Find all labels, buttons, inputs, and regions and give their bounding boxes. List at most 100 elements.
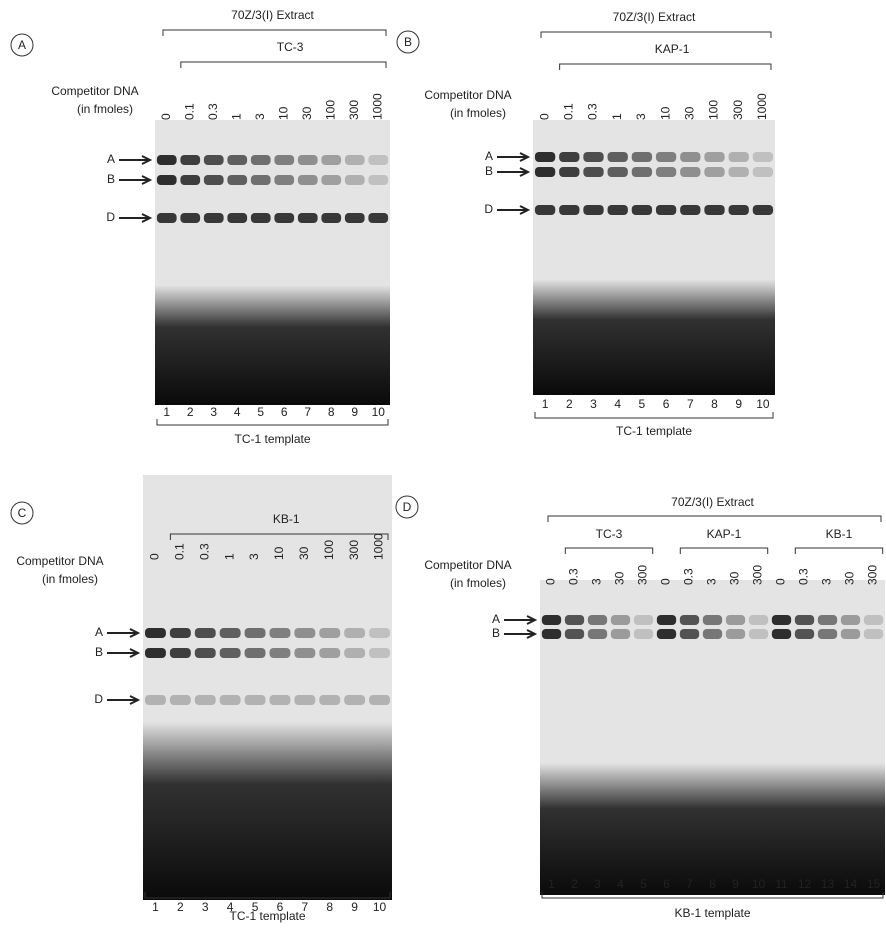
lane-number: 1 (163, 405, 170, 419)
gel-band (583, 152, 603, 162)
free-probe (533, 280, 775, 396)
band-arrow (504, 616, 535, 624)
lane-number: 10 (373, 900, 387, 914)
amount-label: 1 (222, 553, 236, 560)
gel-band (369, 695, 390, 705)
lane-number: 10 (372, 405, 386, 419)
gel-band (298, 155, 318, 165)
gel-band (294, 628, 315, 638)
lane-number: 6 (663, 877, 670, 891)
gel-band (227, 155, 247, 165)
gel-band (157, 155, 177, 165)
figure: A 70Z/3(I) Extract Competitor DNA (in fmole… (0, 0, 886, 928)
gel-band (369, 628, 390, 638)
competitor-name: TC-3 (277, 40, 304, 54)
gel-band (565, 629, 584, 639)
gel-band (753, 152, 773, 162)
bracket (157, 419, 388, 425)
competitor-name: KB-1 (826, 527, 853, 541)
gel-band (657, 629, 676, 639)
competitor-name: KB-1 (273, 512, 300, 526)
lane-number: 2 (177, 900, 184, 914)
gel-band (703, 629, 722, 639)
amount-label: 1 (229, 113, 243, 120)
gel-band (204, 155, 224, 165)
panel-letter: B (404, 35, 412, 49)
gel-band (274, 213, 294, 223)
bracket (535, 412, 773, 418)
gel-band (344, 695, 365, 705)
gel-band (321, 175, 341, 185)
amount-label: 300 (731, 100, 745, 120)
gel-band (170, 695, 191, 705)
gel-band (864, 615, 883, 625)
amount-label: 0.3 (197, 543, 211, 560)
gel (143, 475, 392, 900)
gel-band (772, 615, 791, 625)
amount-label: 100 (323, 100, 337, 120)
lane-number: 5 (639, 397, 646, 411)
competitor-label: Competitor DNA (424, 88, 511, 102)
amount-label: 30 (297, 546, 311, 560)
free-probe (155, 285, 390, 405)
amount-label: 3 (590, 578, 604, 585)
amount-label: 0.3 (567, 568, 581, 585)
gel-band (269, 695, 290, 705)
gel-band (170, 648, 191, 658)
band-arrow (504, 630, 535, 638)
lane-number: 3 (590, 397, 597, 411)
amount-label: 30 (728, 571, 742, 585)
gel-band (251, 155, 271, 165)
competitor-name: KAP-1 (655, 42, 690, 56)
template-label: KB-1 template (674, 906, 750, 920)
gel-band (634, 629, 653, 639)
amount-label: 30 (613, 571, 627, 585)
lane-number: 8 (709, 877, 716, 891)
gel-band (729, 167, 749, 177)
bracket (680, 548, 767, 554)
gel-band (319, 648, 340, 658)
gel-band (170, 628, 191, 638)
competitor-unit: (in fmoles) (450, 106, 506, 120)
gel-band (204, 213, 224, 223)
gel-band (680, 205, 700, 215)
lane-number: 4 (617, 877, 624, 891)
amount-label: 0.3 (586, 103, 600, 120)
band-label: A (485, 149, 493, 163)
lane-number: 10 (756, 397, 770, 411)
amount-label: 30 (843, 571, 857, 585)
band-arrow (497, 153, 528, 161)
competitor-unit: (in fmoles) (77, 102, 133, 116)
amount-label: 0 (774, 578, 788, 585)
gel-band (611, 615, 630, 625)
band-arrow (107, 629, 138, 637)
amount-label: 100 (707, 100, 721, 120)
amount-label: 300 (636, 565, 650, 585)
template-label: TC-1 template (234, 432, 310, 446)
amount-label: 30 (682, 106, 696, 120)
gel-band (204, 175, 224, 185)
template-label: TC-1 template (616, 424, 692, 438)
bracket (541, 32, 771, 38)
gel-band (656, 205, 676, 215)
gel-band (583, 205, 603, 215)
lane-number: 10 (752, 877, 766, 891)
gel-band (841, 629, 860, 639)
lane-number: 3 (594, 877, 601, 891)
gel-band (195, 695, 216, 705)
gel-band (818, 629, 837, 639)
gel-band (632, 205, 652, 215)
gel-band (795, 615, 814, 625)
competitor-label: Competitor DNA (16, 554, 103, 568)
extract-label: 70Z/3(I) Extract (613, 10, 696, 24)
gel-band (559, 152, 579, 162)
lane-number: 5 (257, 405, 264, 419)
gel-band (145, 648, 166, 658)
amount-label: 0.1 (561, 103, 575, 120)
gel-band (319, 628, 340, 638)
gel-band (180, 213, 200, 223)
gel-band (319, 695, 340, 705)
amount-label: 300 (347, 100, 361, 120)
gel-band (227, 175, 247, 185)
lane-number: 9 (732, 877, 739, 891)
